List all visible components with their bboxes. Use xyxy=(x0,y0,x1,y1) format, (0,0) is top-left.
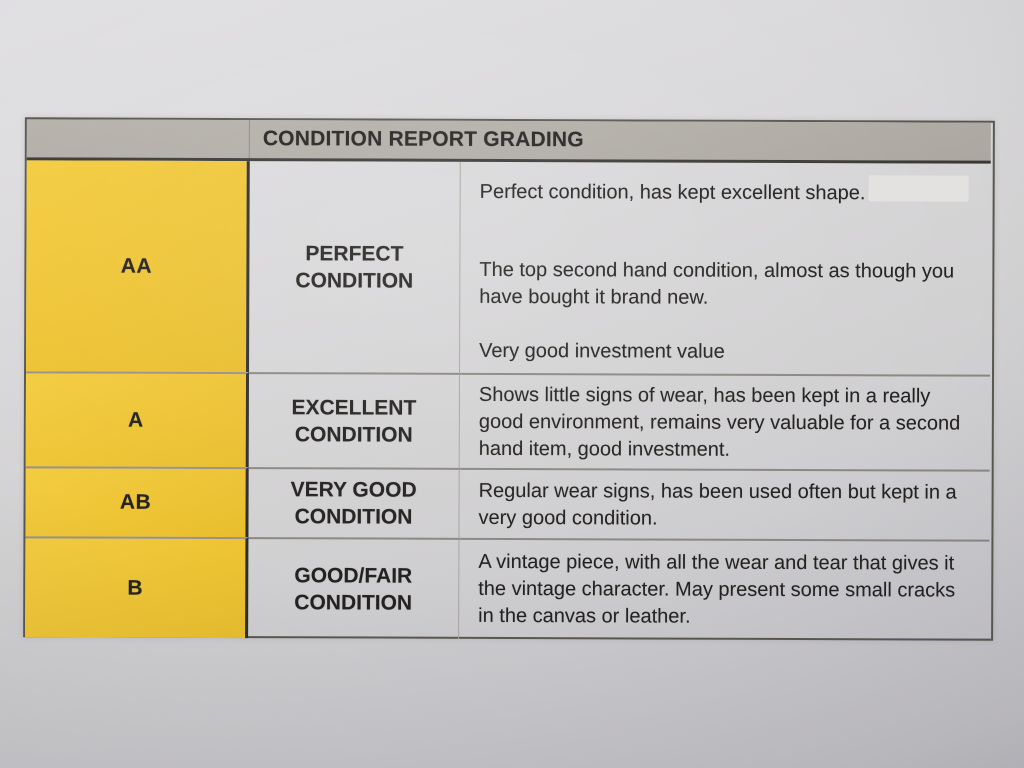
description-cell-b: A vintage piece, with all the wear and t… xyxy=(459,537,990,641)
table-title: CONDITION REPORT GRADING xyxy=(262,127,584,152)
description-paragraph: Very good investment value xyxy=(479,339,725,363)
condition-grading-table: CONDITION REPORT GRADING AA PERFECT COND… xyxy=(23,117,995,641)
description-paragraph: Regular wear signs, has been used often … xyxy=(478,479,957,530)
correction-tape-mark xyxy=(868,175,969,202)
condition-cell-b: GOOD/FAIR CONDITION xyxy=(248,537,460,639)
condition-label: VERY GOOD CONDITION xyxy=(290,478,417,529)
description-cell-aa: Perfect condition, has kept excellent sh… xyxy=(460,162,991,375)
description-paragraph: The top second hand condition, almost as… xyxy=(479,258,955,309)
grade-cell-b: B xyxy=(25,536,249,639)
grade-label: B xyxy=(127,576,144,600)
condition-cell-aa: PERFECT CONDITION xyxy=(249,161,461,373)
grade-cell-aa: AA xyxy=(26,160,250,373)
description-cell-ab: Regular wear signs, has been used often … xyxy=(459,467,990,540)
grade-cell-ab: AB xyxy=(25,466,249,538)
condition-label: EXCELLENT CONDITION xyxy=(291,395,417,447)
condition-cell-ab: VERY GOOD CONDITION xyxy=(248,467,460,538)
condition-cell-a: EXCELLENT CONDITION xyxy=(248,372,461,468)
grade-label: A xyxy=(127,408,144,432)
grade-label: AA xyxy=(120,254,153,278)
table-header: CONDITION REPORT GRADING xyxy=(26,119,991,164)
condition-label: GOOD/FAIR CONDITION xyxy=(294,563,413,615)
description-paragraph: Shows little signs of wear, has been kep… xyxy=(478,383,961,461)
description-cell-a: Shows little signs of wear, has been kep… xyxy=(459,372,991,470)
grade-label: AB xyxy=(119,490,152,514)
grade-cell-a: A xyxy=(25,371,250,468)
condition-label: PERFECT CONDITION xyxy=(295,241,414,293)
description-paragraph: A vintage piece, with all the wear and t… xyxy=(478,550,956,628)
